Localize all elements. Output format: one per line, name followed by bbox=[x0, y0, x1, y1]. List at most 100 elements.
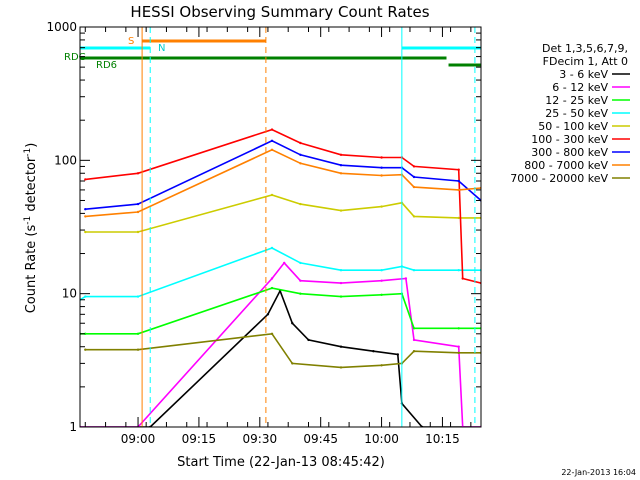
series-4-point-2 bbox=[270, 193, 274, 197]
series-2-point-2 bbox=[136, 332, 140, 335]
legend-label-6: 300 - 800 keV bbox=[531, 146, 608, 159]
series-7-point-7 bbox=[412, 185, 416, 189]
series-3-point-9 bbox=[457, 269, 460, 272]
series-6-point-2 bbox=[270, 139, 274, 142]
x-axis-label: Start Time (22-Jan-13 08:45:42) bbox=[177, 455, 385, 470]
series-3-point-1 bbox=[84, 295, 87, 298]
flag-label-0: S bbox=[128, 36, 134, 47]
y-tick-label-3: 1000 bbox=[46, 20, 77, 34]
series-line-7 bbox=[85, 148, 481, 218]
series-8-point-8 bbox=[457, 351, 460, 354]
legend-label-1: 6 - 12 keV bbox=[552, 81, 608, 94]
series-1-point-7 bbox=[404, 277, 408, 280]
series-8-point-3 bbox=[291, 362, 294, 365]
series-0-point-5 bbox=[307, 338, 310, 342]
x-tick-label-0: 09:00 bbox=[121, 432, 156, 446]
series-5-point-5 bbox=[380, 156, 383, 159]
flag-label-3: RD6 bbox=[96, 60, 117, 71]
series-4-point-1 bbox=[136, 230, 140, 234]
x-tick-label-2: 09:30 bbox=[243, 432, 278, 446]
series-5-point-3 bbox=[299, 141, 302, 145]
legend-label-5: 100 - 300 keV bbox=[531, 133, 608, 146]
series-8-point-2 bbox=[270, 332, 274, 335]
series-2-point-3 bbox=[270, 286, 274, 290]
x-tick-label-4: 10:00 bbox=[364, 432, 399, 446]
series-line-4 bbox=[85, 194, 481, 233]
series-3-point-5 bbox=[339, 269, 343, 272]
series-7-point-5 bbox=[380, 174, 383, 177]
x-tick-label-1: 09:15 bbox=[182, 432, 217, 446]
series-8-point-7 bbox=[412, 350, 416, 353]
series-4-point-7 bbox=[412, 215, 416, 218]
series-1-point-5 bbox=[339, 281, 343, 285]
y-tick-label-1: 10 bbox=[62, 287, 77, 301]
series-5-point-2 bbox=[270, 128, 274, 131]
series-2-point-5 bbox=[339, 295, 343, 298]
series-line-0 bbox=[80, 288, 481, 427]
series-6-point-7 bbox=[412, 175, 416, 179]
series-7-point-4 bbox=[339, 172, 343, 175]
series-2-point-1 bbox=[84, 332, 87, 335]
series-0-point-2 bbox=[266, 313, 270, 316]
legend: Det 1,3,5,6,7,9,FDecim 1, Att 03 - 6 keV… bbox=[510, 42, 630, 185]
y-tick-label-0: 1 bbox=[69, 420, 77, 434]
series-8-point-4 bbox=[339, 366, 343, 369]
series-5-point-9 bbox=[461, 277, 464, 280]
series-6-point-4 bbox=[339, 164, 343, 167]
series-2-point-6 bbox=[380, 293, 383, 296]
series-0-point-4 bbox=[291, 322, 294, 325]
y-tick-label-2: 100 bbox=[54, 153, 77, 167]
series-line-8 bbox=[85, 332, 481, 369]
series-line-1 bbox=[80, 261, 481, 427]
series-1-point-2 bbox=[270, 277, 274, 280]
legend-label-8: 7000 - 20000 keV bbox=[510, 172, 608, 185]
series-5-point-8 bbox=[457, 168, 460, 171]
series-3-point-4 bbox=[299, 261, 302, 265]
legend-header-1: FDecim 1, Att 0 bbox=[543, 55, 628, 68]
series-8-point-1 bbox=[136, 348, 140, 351]
series-2-point-4 bbox=[299, 292, 302, 295]
series-4-point-4 bbox=[339, 209, 343, 212]
series-1-point-4 bbox=[299, 279, 302, 282]
series-6-point-5 bbox=[380, 166, 383, 169]
timestamp: 22-Jan-2013 16:04 bbox=[561, 468, 636, 477]
legend-label-2: 12 - 25 keV bbox=[545, 94, 608, 107]
series-6-point-1 bbox=[136, 202, 140, 206]
flag-label-2: RDC bbox=[64, 52, 86, 63]
y-axis-label: Count Rate (s-1 detector-1) bbox=[23, 143, 39, 314]
series-6-point-8 bbox=[457, 179, 460, 183]
series-8-point-5 bbox=[380, 364, 383, 367]
series-5-point-0 bbox=[84, 178, 87, 181]
chart-title: HESSI Observing Summary Count Rates bbox=[130, 3, 429, 21]
legend-header-0: Det 1,3,5,6,7,9, bbox=[542, 42, 628, 55]
legend-label-0: 3 - 6 keV bbox=[559, 68, 608, 81]
series-7-point-1 bbox=[136, 210, 140, 214]
legend-label-4: 50 - 100 keV bbox=[538, 120, 608, 133]
series-5-point-7 bbox=[412, 165, 416, 168]
plot-frame bbox=[79, 26, 482, 428]
flag-label-1: N bbox=[158, 43, 165, 54]
series-4-point-5 bbox=[380, 205, 383, 208]
series-0-point-6 bbox=[339, 345, 343, 348]
series-7-point-0 bbox=[84, 215, 87, 218]
series-2-point-9 bbox=[457, 327, 460, 330]
series-line-6 bbox=[85, 139, 481, 210]
series-0-point-7 bbox=[372, 350, 375, 353]
series-6-point-0 bbox=[84, 208, 87, 211]
series-6-point-3 bbox=[299, 153, 302, 156]
series-7-point-2 bbox=[270, 148, 274, 151]
series-3-point-2 bbox=[136, 295, 140, 298]
series-3-point-8 bbox=[412, 269, 416, 272]
series-7-point-8 bbox=[457, 188, 460, 192]
series-5-point-4 bbox=[339, 153, 343, 156]
series-4-point-8 bbox=[457, 216, 460, 220]
series-1-point-6 bbox=[380, 279, 383, 282]
series-4-point-0 bbox=[84, 230, 87, 234]
series-0-point-8 bbox=[396, 353, 399, 356]
series-4-point-3 bbox=[299, 202, 302, 206]
x-tick-label-5: 10:15 bbox=[425, 432, 460, 446]
legend-label-7: 800 - 7000 keV bbox=[524, 159, 608, 172]
series-8-point-0 bbox=[84, 348, 87, 351]
